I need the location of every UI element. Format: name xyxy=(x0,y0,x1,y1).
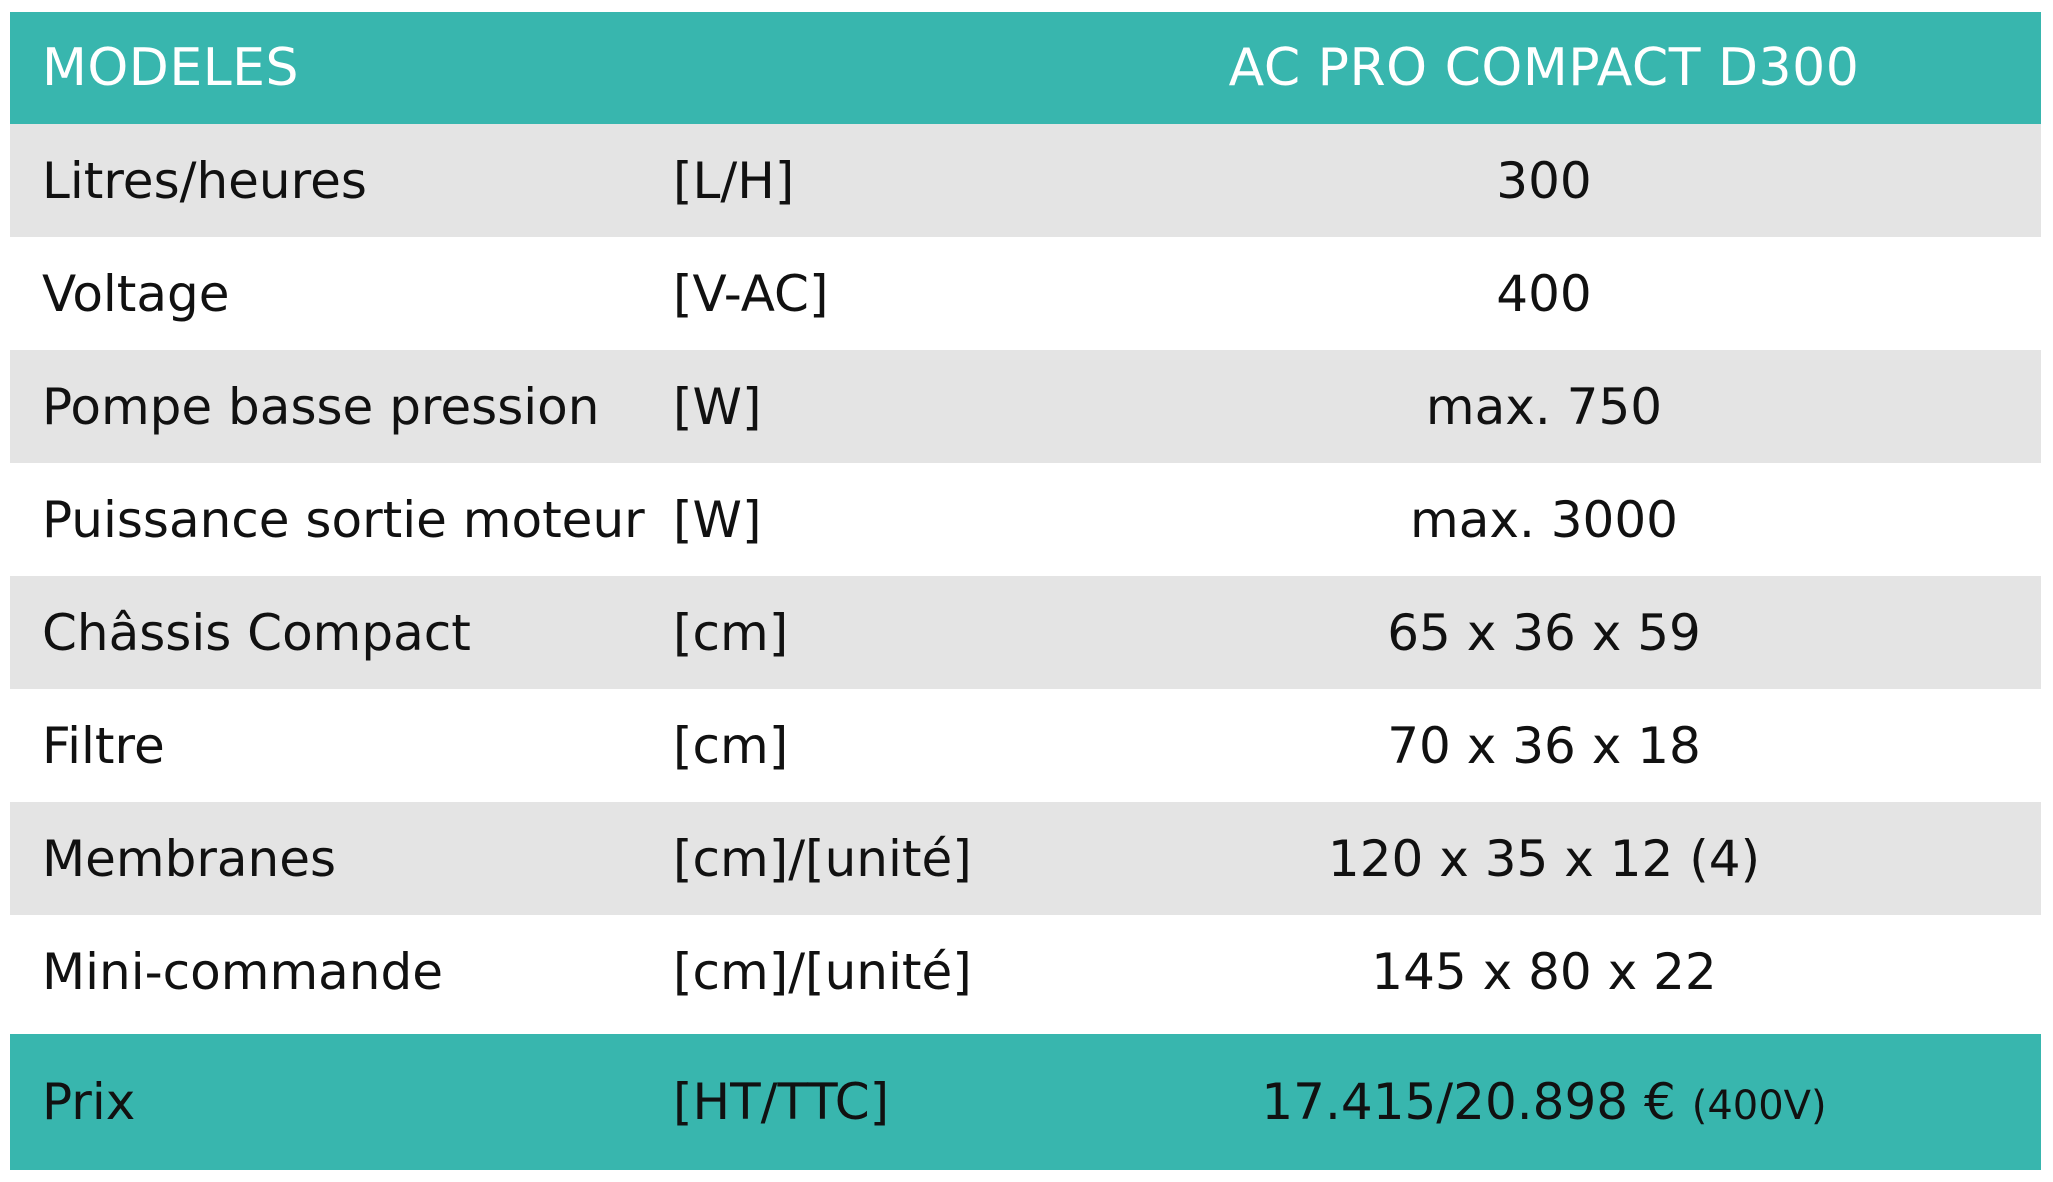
price-value: 17.415/20.898 € xyxy=(1261,1073,1676,1131)
row-unit: [L/H] xyxy=(673,151,795,210)
row-label: Pompe basse pression xyxy=(42,377,600,436)
row-label: Châssis Compact xyxy=(42,603,471,662)
table-row-litres: Litres/heures [L/H] 300 xyxy=(10,124,2041,237)
row-value: 70 x 36 x 18 xyxy=(1387,716,1701,775)
table-row-filtre: Filtre [cm] 70 x 36 x 18 xyxy=(10,689,2041,802)
row-value: 300 xyxy=(1496,151,1592,210)
table-row-membranes: Membranes [cm]/[unité] 120 x 35 x 12 (4) xyxy=(10,802,2041,915)
row-unit: [cm]/[unité] xyxy=(673,942,972,1001)
table-row-puissance: Puissance sortie moteur [W] max. 3000 xyxy=(10,463,2041,576)
table-row-pompe: Pompe basse pression [W] max. 750 xyxy=(10,350,2041,463)
row-value: 120 x 35 x 12 (4) xyxy=(1327,829,1761,888)
row-label: Voltage xyxy=(42,264,230,323)
table-row-chassis: Châssis Compact [cm] 65 x 36 x 59 xyxy=(10,576,2041,689)
model-name-heading: AC PRO COMPACT D300 xyxy=(1228,38,1860,98)
row-unit: [cm]/[unité] xyxy=(673,829,972,888)
row-value: max. 3000 xyxy=(1410,490,1678,549)
row-label: Filtre xyxy=(42,716,165,775)
row-label: Mini-commande xyxy=(42,942,443,1001)
row-label: Puissance sortie moteur xyxy=(42,490,645,549)
row-unit: [V-AC] xyxy=(673,264,829,323)
row-unit: [cm] xyxy=(673,716,789,775)
price-label: Prix xyxy=(42,1073,136,1131)
table-row-mini-commande: Mini-commande [cm]/[unité] 145 x 80 x 22 xyxy=(10,915,2041,1028)
row-label: Membranes xyxy=(42,829,337,888)
table-header-row: MODELES AC PRO COMPACT D300 xyxy=(10,12,2041,124)
row-value: 400 xyxy=(1496,264,1592,323)
price-voltage-note: (400V) xyxy=(1691,1083,1827,1129)
price-value-cell: 17.415/20.898 € (400V) xyxy=(1173,1073,1915,1131)
row-label: Litres/heures xyxy=(42,151,367,210)
row-value: max. 750 xyxy=(1425,377,1663,436)
price-unit: [HT/TTC] xyxy=(673,1073,890,1131)
table-price-row: Prix [HT/TTC] 17.415/20.898 € (400V) xyxy=(10,1034,2041,1170)
row-value: 65 x 36 x 59 xyxy=(1387,603,1701,662)
row-unit: [cm] xyxy=(673,603,789,662)
row-value: 145 x 80 x 22 xyxy=(1371,942,1717,1001)
models-heading: MODELES xyxy=(42,38,300,98)
row-unit: [W] xyxy=(673,377,762,436)
row-unit: [W] xyxy=(673,490,762,549)
spec-table: MODELES AC PRO COMPACT D300 Litres/heure… xyxy=(10,12,2041,1170)
table-row-voltage: Voltage [V-AC] 400 xyxy=(10,237,2041,350)
